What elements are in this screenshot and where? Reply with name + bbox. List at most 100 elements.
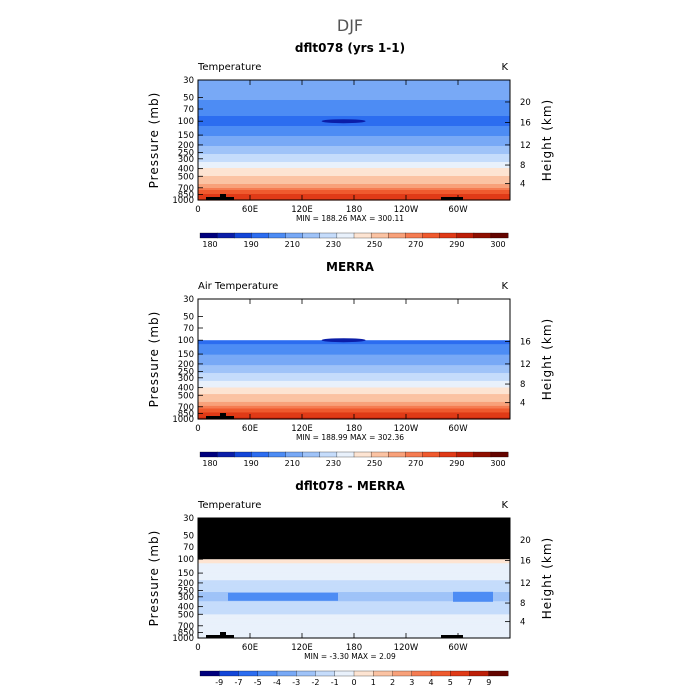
x-tick-label: 60E <box>242 205 258 215</box>
colorbar-label: -9 <box>215 678 223 687</box>
colorbar-swatch <box>353 670 374 677</box>
field-band <box>198 148 510 151</box>
field-band <box>198 388 510 391</box>
field-band <box>198 619 510 622</box>
field-band <box>198 154 510 157</box>
field-band <box>198 180 510 183</box>
y-tick-label: 250 <box>178 368 194 378</box>
field-band <box>198 586 510 589</box>
field-band <box>198 601 510 604</box>
colorbar-swatch <box>302 232 321 239</box>
y-tick-label: 400 <box>178 384 194 394</box>
colorbar-swatch <box>439 232 458 239</box>
field-band <box>198 345 510 348</box>
height-tick-label: 16 <box>520 338 531 348</box>
colorbar-swatch <box>251 451 269 458</box>
field-band <box>198 359 510 362</box>
y-tick-label: 1000 <box>172 415 194 425</box>
field-band <box>198 387 510 390</box>
field-band <box>198 581 510 584</box>
field-band <box>198 611 510 614</box>
field-band <box>198 112 510 115</box>
colorbar-swatch <box>199 451 218 458</box>
colorbar-swatch <box>216 232 235 239</box>
field-band <box>198 576 510 579</box>
y-tick-label: 1000 <box>172 634 194 644</box>
field-band <box>198 341 510 344</box>
field-band <box>198 571 510 573</box>
field-band <box>198 84 510 87</box>
field-band <box>198 366 510 369</box>
field-band <box>198 616 510 619</box>
field-band <box>198 631 510 634</box>
field-band <box>198 412 510 415</box>
colorbar-label: 290 <box>449 459 464 468</box>
colorbar-swatch <box>430 670 451 677</box>
field-band <box>198 354 510 357</box>
min-max-stats: MIN = 188.26 MAX = 300.11 <box>296 214 404 223</box>
colorbar-label: 270 <box>408 459 423 468</box>
field-band <box>198 384 510 387</box>
x-tick-label: 60W <box>448 643 468 653</box>
y-tick-label: 850 <box>178 628 194 638</box>
colorbar-swatch <box>370 451 389 458</box>
colorbar-swatch <box>490 451 509 458</box>
field-band <box>198 100 510 103</box>
field-band <box>198 630 510 633</box>
field-band <box>198 367 510 370</box>
field-band <box>198 353 510 356</box>
field-band <box>198 162 510 165</box>
x-tick-label: 60E <box>242 643 258 653</box>
field-band <box>198 106 510 109</box>
colorbar-swatch <box>276 670 297 677</box>
field-band <box>198 350 510 353</box>
field-band <box>198 607 510 610</box>
colorbar-swatch <box>370 232 389 239</box>
y-tick-label: 100 <box>178 555 194 565</box>
colorbar-swatch <box>319 232 338 239</box>
field-band <box>198 174 510 177</box>
y-tick-label: 150 <box>178 350 194 360</box>
field-band <box>198 563 510 566</box>
y-tick-label: 200 <box>178 360 194 370</box>
colorbar-label: 5 <box>448 678 453 687</box>
field-band <box>198 567 510 569</box>
field-band <box>198 370 510 373</box>
colorbar-swatch <box>456 232 475 239</box>
field-band <box>198 397 510 400</box>
colorbar-label: -1 <box>331 678 339 687</box>
colorbar-label: 9 <box>486 678 491 687</box>
x-tick-label: 0 <box>195 424 200 434</box>
field-band <box>198 342 510 345</box>
field-band <box>198 108 510 111</box>
colorbar-label: 290 <box>449 240 464 249</box>
field-band <box>198 565 510 568</box>
height-tick-label: 16 <box>520 557 531 567</box>
y-axis-label: Pressure (mb) <box>147 92 161 189</box>
field-band <box>198 188 510 191</box>
colorbar-swatch <box>257 670 278 677</box>
colorbar-swatch <box>422 451 441 458</box>
field-band <box>198 344 510 347</box>
y-tick-label: 250 <box>178 149 194 159</box>
colorbar-label: 230 <box>326 240 341 249</box>
field-band <box>198 572 510 575</box>
field-band <box>198 358 510 361</box>
colorbar-label: 180 <box>202 240 217 249</box>
field-band <box>198 192 510 195</box>
colorbar-label: 0 <box>351 678 356 687</box>
colorbar-swatch <box>216 451 235 458</box>
colorbar-swatch <box>319 451 338 458</box>
colorbar-label: 210 <box>285 240 300 249</box>
y-tick-label: 300 <box>178 593 194 603</box>
field-band <box>198 134 510 137</box>
y-tick-label: 1000 <box>172 196 194 206</box>
field-band <box>198 168 510 171</box>
field-band <box>198 620 510 623</box>
field-band <box>198 399 510 402</box>
colorbar-swatch <box>268 451 287 458</box>
field-band <box>198 376 510 379</box>
field-band <box>198 352 510 354</box>
colorbar-swatch <box>234 232 252 239</box>
